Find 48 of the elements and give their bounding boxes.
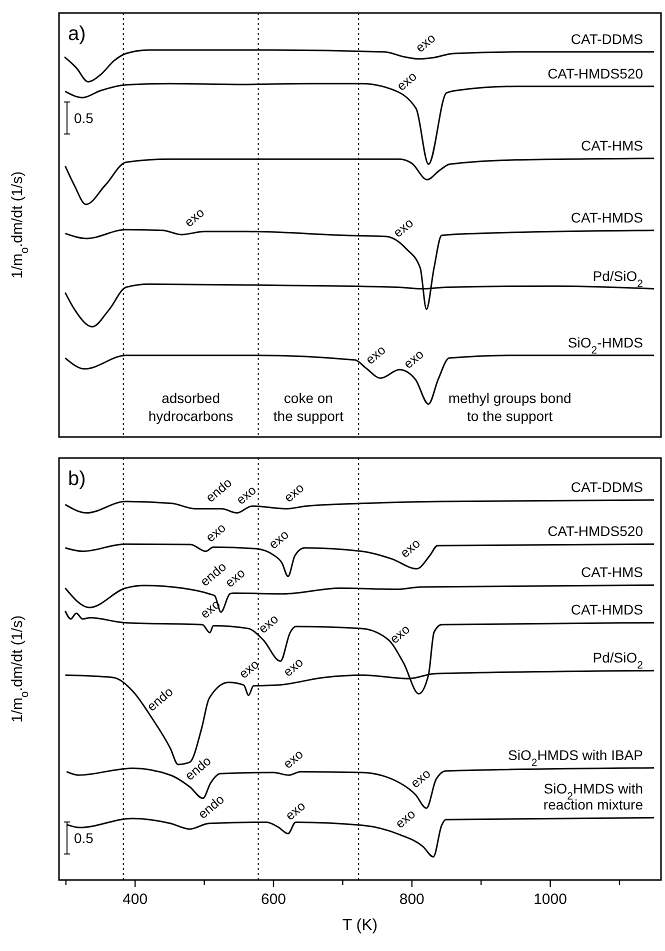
annotation: exo bbox=[280, 654, 306, 680]
series-label: SiO$_{2}$HMDS with reaction mixture bbox=[543, 780, 644, 813]
series-label: CAT-HMDS bbox=[570, 209, 643, 226]
series-label: SiO$_{2}$HMDS with IBAP bbox=[508, 746, 643, 769]
annotation: exo bbox=[282, 798, 308, 824]
x-tick-label: 400 bbox=[122, 891, 148, 908]
annotation: exo bbox=[233, 482, 259, 508]
annotation: exo bbox=[181, 204, 208, 230]
series-label: CAT-HMS bbox=[581, 137, 643, 154]
series-label: SiO$_{2}$-HMDS bbox=[568, 334, 643, 356]
series-label: Pd/SiO$_{2}$ bbox=[592, 268, 644, 290]
series-label: Pd/SiO$_{2}$ bbox=[592, 650, 644, 672]
series-label: CAT-DDMS bbox=[570, 479, 643, 495]
annotation: exo bbox=[280, 746, 306, 772]
chart-title: b) bbox=[68, 468, 86, 490]
annotation: exo bbox=[397, 536, 423, 561]
x-tick-label: 1000 bbox=[534, 891, 567, 908]
annotation: exo bbox=[281, 480, 307, 506]
annotation: endo bbox=[195, 791, 228, 822]
annotation: exo bbox=[394, 68, 420, 94]
annotation: adsorbed hydrocarbons bbox=[148, 390, 234, 424]
series-label: CAT-HMDS bbox=[570, 602, 643, 618]
x-axis-title: T (K) bbox=[342, 917, 378, 934]
annotation: exo bbox=[400, 346, 426, 372]
series-label: CAT-HMDS520 bbox=[548, 523, 644, 540]
annotation: exo bbox=[408, 766, 434, 791]
annotation: 0.5 bbox=[74, 830, 94, 846]
annotation: endo bbox=[144, 684, 176, 714]
annotation: endo bbox=[182, 753, 214, 784]
series-label: CAT-DDMS bbox=[570, 30, 643, 47]
annotation: exo bbox=[362, 342, 388, 368]
annotation: exo bbox=[266, 526, 292, 552]
annotation: exo bbox=[392, 806, 418, 832]
chart-title: a) bbox=[68, 23, 86, 45]
annotation: exo bbox=[255, 611, 282, 636]
annotation: exo bbox=[390, 215, 416, 240]
annotation: coke on the support bbox=[273, 390, 344, 424]
series-label: CAT-HMDS520 bbox=[548, 65, 644, 82]
annotation: exo bbox=[386, 621, 413, 646]
annotation: endo bbox=[202, 474, 235, 506]
x-tick-label: 800 bbox=[399, 891, 424, 908]
annotation: exo bbox=[202, 520, 229, 545]
annotation: methyl groups bond to the support bbox=[448, 390, 572, 424]
annotation: exo bbox=[236, 656, 262, 682]
annotation: exo bbox=[412, 30, 438, 56]
series-label: CAT-HMS bbox=[581, 564, 643, 580]
annotation: 0.5 bbox=[74, 110, 94, 126]
x-tick-label: 600 bbox=[260, 891, 286, 908]
